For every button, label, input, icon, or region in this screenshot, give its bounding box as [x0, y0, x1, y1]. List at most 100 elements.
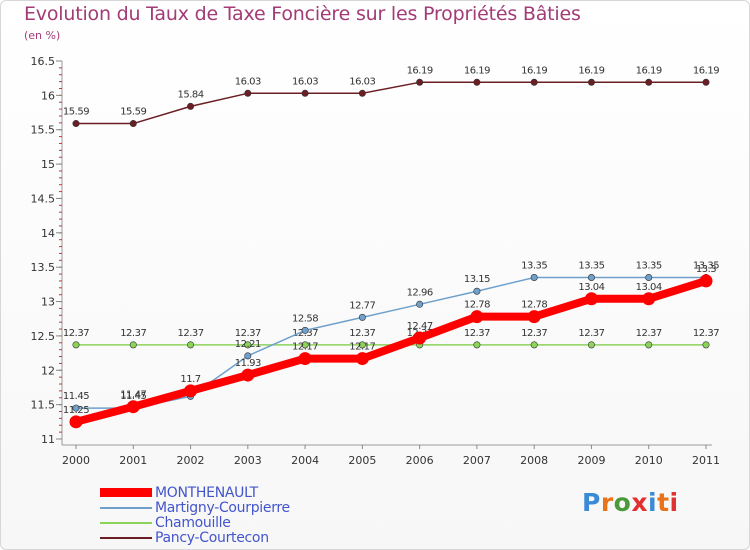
- logo-letter: x: [631, 488, 648, 517]
- data-point-martigny-courpierre: [301, 326, 309, 334]
- y-tick-label: 11: [41, 433, 55, 446]
- data-label-monthenault: 13.3: [696, 264, 716, 275]
- data-point-martigny-courpierre: [587, 273, 595, 281]
- data-label-chamouille: 12.37: [636, 328, 662, 339]
- data-point-chamouille: [301, 341, 309, 349]
- data-point-monthenault: [699, 274, 713, 288]
- data-point-monthenault: [126, 400, 140, 414]
- data-point-chamouille: [358, 341, 366, 349]
- data-label-chamouille: 12.37: [63, 328, 89, 339]
- legend-item-chamouille[interactable]: Chamouille: [100, 515, 360, 531]
- data-point-pancy-courtecon: [473, 78, 481, 86]
- data-point-chamouille: [702, 341, 710, 349]
- legend-swatch-martigny-courpierre: [100, 507, 152, 509]
- series-line-pancy-courtecon: [75, 81, 707, 125]
- data-label-pancy-courtecon: 15.84: [177, 89, 203, 100]
- data-point-monthenault: [527, 310, 541, 324]
- data-point-pancy-courtecon: [530, 78, 538, 86]
- data-point-chamouille: [72, 341, 80, 349]
- data-label-martigny-courpierre: 13.35: [636, 260, 662, 271]
- data-label-pancy-courtecon: 15.59: [63, 107, 89, 118]
- data-label-pancy-courtecon: 16.03: [292, 76, 318, 87]
- data-label-pancy-courtecon: 15.59: [120, 107, 146, 118]
- data-label-monthenault: 12.17: [349, 342, 375, 353]
- logo-letter: i: [648, 488, 658, 517]
- legend-item-monthenault[interactable]: MONTHENAULT: [100, 485, 360, 501]
- data-point-monthenault: [241, 368, 255, 382]
- x-tick-label: 2005: [348, 454, 376, 467]
- data-label-chamouille: 12.37: [120, 328, 146, 339]
- data-label-monthenault: 12.17: [292, 342, 318, 353]
- data-point-pancy-courtecon: [129, 120, 137, 128]
- data-point-pancy-courtecon: [416, 78, 424, 86]
- legend-label-chamouille: Chamouille: [155, 515, 231, 531]
- data-point-martigny-courpierre: [645, 273, 653, 281]
- y-tick-label: 13: [41, 296, 55, 309]
- x-tick-label: 2006: [406, 454, 434, 467]
- data-label-martigny-courpierre: 12.21: [235, 339, 261, 350]
- data-point-pancy-courtecon: [702, 78, 710, 86]
- legend-swatch-pancy-courtecon: [100, 537, 152, 539]
- y-tick-label: 11.5: [31, 399, 56, 412]
- data-label-martigny-courpierre: 11.45: [120, 391, 146, 402]
- data-point-chamouille: [530, 341, 538, 349]
- data-label-martigny-courpierre: 12.96: [407, 287, 433, 298]
- data-point-monthenault: [69, 415, 83, 429]
- x-tick-label: 2011: [692, 454, 720, 467]
- y-tick-label: 16.5: [31, 55, 56, 68]
- x-tick-label: 2009: [577, 454, 605, 467]
- data-point-monthenault: [298, 352, 312, 366]
- data-label-martigny-courpierre: 11.45: [63, 391, 89, 402]
- x-tick-label: 2010: [635, 454, 663, 467]
- logo-letter: P: [582, 488, 601, 517]
- data-point-monthenault: [355, 352, 369, 366]
- data-point-monthenault: [642, 292, 656, 306]
- data-label-martigny-courpierre: 13.35: [521, 260, 547, 271]
- data-label-monthenault: 12.78: [521, 300, 547, 311]
- legend: MONTHENAULT Martigny-Courpierre Chamouil…: [100, 485, 360, 546]
- x-tick-label: 2004: [291, 454, 319, 467]
- data-label-pancy-courtecon: 16.19: [636, 65, 662, 76]
- data-label-chamouille: 12.37: [464, 328, 490, 339]
- series-line-monthenault: [72, 276, 710, 426]
- data-point-monthenault: [184, 384, 198, 398]
- data-label-chamouille: 12.37: [177, 328, 203, 339]
- y-tick-label: 15: [41, 158, 55, 171]
- x-tick-label: 2001: [119, 454, 147, 467]
- x-tick-label: 2002: [177, 454, 205, 467]
- legend-swatch-monthenault: [100, 488, 152, 497]
- y-tick-label: 12.5: [31, 330, 56, 343]
- data-point-pancy-courtecon: [358, 89, 366, 97]
- data-point-chamouille: [473, 341, 481, 349]
- y-tick-label: 16: [41, 89, 55, 102]
- data-point-martigny-courpierre: [358, 313, 366, 321]
- data-point-chamouille: [187, 341, 195, 349]
- legend-label-martigny-courpierre: Martigny-Courpierre: [155, 500, 290, 516]
- data-point-pancy-courtecon: [187, 102, 195, 110]
- logo-letter: i: [669, 488, 679, 517]
- data-label-martigny-courpierre: 12.58: [292, 313, 318, 324]
- x-tick-label: 2008: [520, 454, 548, 467]
- data-label-chamouille: 12.37: [578, 328, 604, 339]
- data-label-monthenault: 12.47: [407, 321, 433, 332]
- logo-letter: r: [600, 488, 614, 517]
- legend-item-martigny-courpierre[interactable]: Martigny-Courpierre: [100, 500, 360, 516]
- data-point-chamouille: [244, 341, 252, 349]
- data-point-monthenault: [584, 292, 598, 306]
- legend-item-pancy-courtecon[interactable]: Pancy-Courtecon: [100, 530, 360, 546]
- y-tick-label: 13.5: [31, 261, 56, 274]
- chart-title: Evolution du Taux de Taxe Foncière sur l…: [24, 3, 581, 25]
- y-tick-label: 12: [41, 364, 55, 377]
- data-label-pancy-courtecon: 16.19: [521, 65, 547, 76]
- data-label-martigny-courpierre: 13.15: [464, 274, 490, 285]
- data-label-monthenault: 12.78: [464, 300, 490, 311]
- data-point-chamouille: [129, 341, 137, 349]
- data-label-pancy-courtecon: 16.03: [235, 76, 261, 87]
- data-label-monthenault: 11.93: [235, 358, 261, 369]
- legend-label-monthenault: MONTHENAULT: [155, 485, 258, 501]
- logo-letter: o: [613, 488, 632, 517]
- x-tick-label: 2003: [234, 454, 262, 467]
- data-point-pancy-courtecon: [244, 89, 252, 97]
- data-label-pancy-courtecon: 16.03: [349, 76, 375, 87]
